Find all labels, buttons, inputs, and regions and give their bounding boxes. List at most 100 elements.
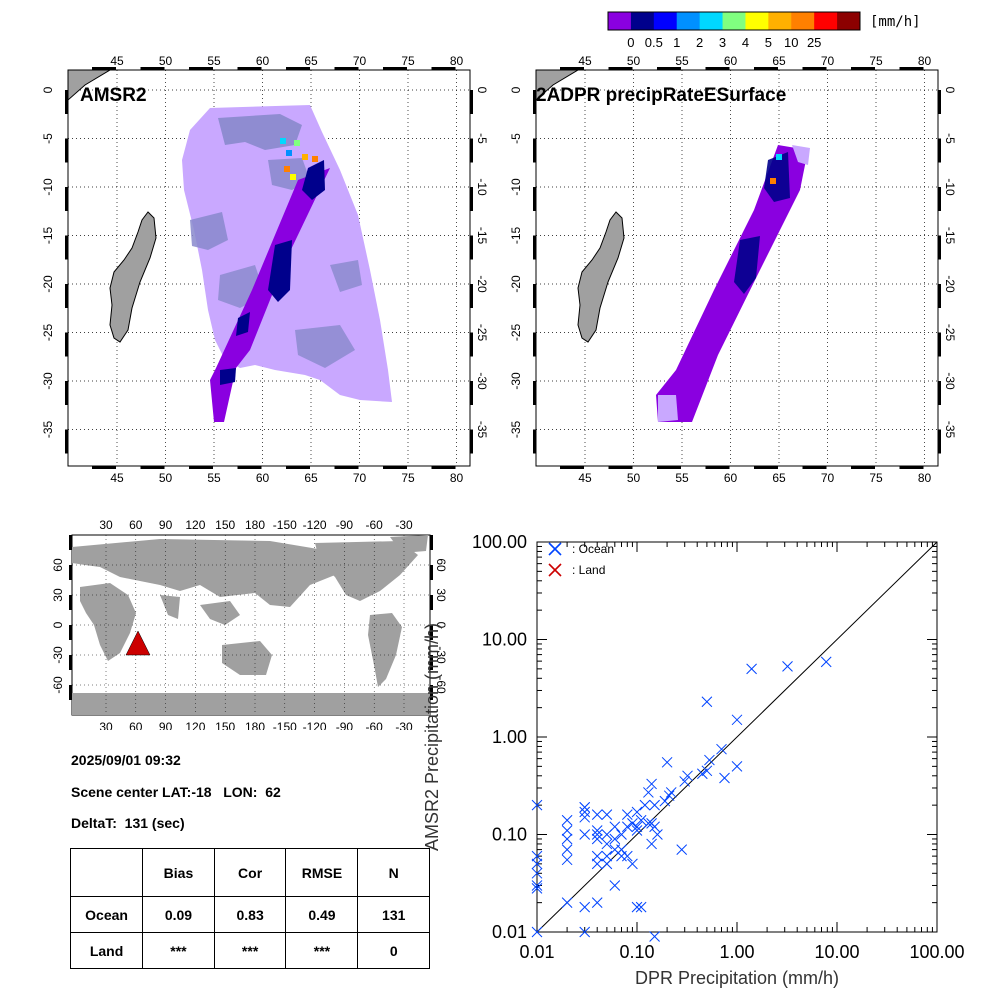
colorbar-frame [607, 11, 861, 31]
border-tick [65, 90, 68, 114]
world-lon-tick-label: 180 [245, 720, 265, 730]
scatter-point [591, 833, 603, 845]
border-tick [533, 381, 536, 405]
world-lon-tick-label: -60 [366, 518, 384, 532]
lon-tick-label: 45 [110, 471, 124, 485]
amsr2-map-svg: 45 45 50 50 55 55 60 60 65 65 70 70 75 75 80 80 0 0 -5 -5 -1… [41, 54, 489, 485]
stats-table: Bias Cor RMSE N Ocean 0.09 0.83 0.49 131… [69, 848, 430, 969]
border-tick [705, 67, 730, 70]
world-lat-tick-label: 60 [51, 558, 65, 572]
legend-label: : Land [572, 563, 605, 577]
scatter-point [591, 897, 603, 909]
table-header-cell [69, 848, 144, 897]
scatter-point [616, 850, 627, 862]
border-tick [705, 466, 730, 469]
world-lon-tick-label: -150 [273, 518, 297, 532]
lon-tick-label: 65 [304, 471, 318, 485]
scatter-point [531, 867, 543, 879]
border-tick [938, 90, 941, 114]
border-tick [470, 429, 473, 454]
border-tick [431, 67, 456, 70]
lat-tick-label: -20 [509, 275, 523, 293]
border-tick [851, 466, 875, 469]
scatter-point [631, 821, 643, 833]
x-tick-label: 0.01 [519, 942, 554, 962]
border-tick [430, 565, 433, 580]
border-tick [189, 466, 213, 469]
amsr2-map-title: AMSR2 [80, 85, 147, 106]
scatter-point [631, 806, 643, 818]
lat-tick-label: -20 [943, 275, 957, 293]
scatter-point [591, 850, 603, 862]
lat-tick-label: -15 [943, 227, 957, 245]
colorbar-swatch [722, 12, 746, 30]
scatter-point [701, 696, 713, 708]
border-tick [533, 90, 536, 114]
scatter-point [659, 795, 671, 807]
lon-tick-label: 80 [918, 471, 932, 485]
world-lon-tick-label: -30 [395, 720, 413, 730]
scatter-point [631, 901, 643, 913]
table-cell: Land [69, 932, 144, 969]
border-tick [560, 67, 584, 70]
scatter-point [649, 821, 660, 833]
border-tick [938, 332, 941, 357]
lon-tick-label: 75 [869, 54, 883, 68]
amsr2-map-panel: 45 45 50 50 55 55 60 60 65 65 70 70 75 75 80 80 0 0 -5 -5 -1… [40, 50, 490, 490]
scatter-point [646, 778, 657, 790]
scene-location-marker [125, 630, 151, 656]
border-tick [533, 235, 536, 260]
border-tick [383, 466, 407, 469]
scatter-point [609, 833, 621, 845]
border-tick [237, 67, 262, 70]
landmass [200, 601, 240, 625]
border-tick [899, 67, 924, 70]
scatter-point [631, 825, 643, 836]
lat-tick-label: 0 [943, 87, 957, 94]
border-tick [286, 466, 310, 469]
world-lat-tick-label: 0 [51, 621, 65, 628]
border-tick [470, 381, 473, 405]
scatter-point [731, 760, 743, 772]
scatter-point [601, 850, 613, 862]
world-lon-tick-label: -60 [366, 720, 384, 730]
border-tick [69, 625, 72, 640]
scatter-point [643, 787, 654, 798]
border-tick [938, 138, 941, 163]
lon-tick-label: 45 [578, 54, 592, 68]
map-frame [67, 69, 471, 467]
scatter-point [601, 858, 613, 870]
lat-tick-label: -30 [475, 372, 489, 390]
lat-tick-label: -35 [509, 421, 523, 439]
table-row: Land *** *** *** 0 [69, 932, 430, 969]
lat-tick-label: -30 [509, 372, 523, 390]
colorbar-swatch [676, 12, 701, 30]
world-lon-tick-label: 60 [129, 720, 143, 730]
border-tick [140, 466, 165, 469]
world-lon-tick-label: -120 [303, 720, 327, 730]
border-tick [470, 90, 473, 114]
y-tick-label: 1.00 [492, 727, 527, 747]
lat-tick-label: -25 [509, 324, 523, 342]
scatter-point [591, 825, 603, 836]
lat-tick-label: -15 [509, 227, 523, 245]
table-cell: 0.09 [142, 896, 215, 933]
scatter-point [665, 787, 677, 798]
lon-tick-label: 50 [159, 471, 173, 485]
scatter-point [531, 880, 543, 891]
scatter-point [716, 743, 727, 755]
border-tick [470, 235, 473, 260]
border-tick [938, 429, 941, 454]
world-lat-tick-label: 60 [434, 558, 448, 572]
colorbar-tick-label: 25 [807, 35, 821, 50]
lon-tick-label: 80 [450, 54, 464, 68]
world-lat-tick-label: 0 [434, 622, 448, 629]
lon-tick-label: 65 [304, 54, 318, 68]
table-cell: Ocean [69, 896, 144, 933]
scatter-point [704, 754, 715, 766]
world-lat-tick-label: 30 [51, 588, 65, 602]
scatter-point [579, 901, 591, 913]
border-tick [560, 466, 584, 469]
colorbar-swatch [745, 12, 769, 30]
border-tick [65, 187, 68, 211]
